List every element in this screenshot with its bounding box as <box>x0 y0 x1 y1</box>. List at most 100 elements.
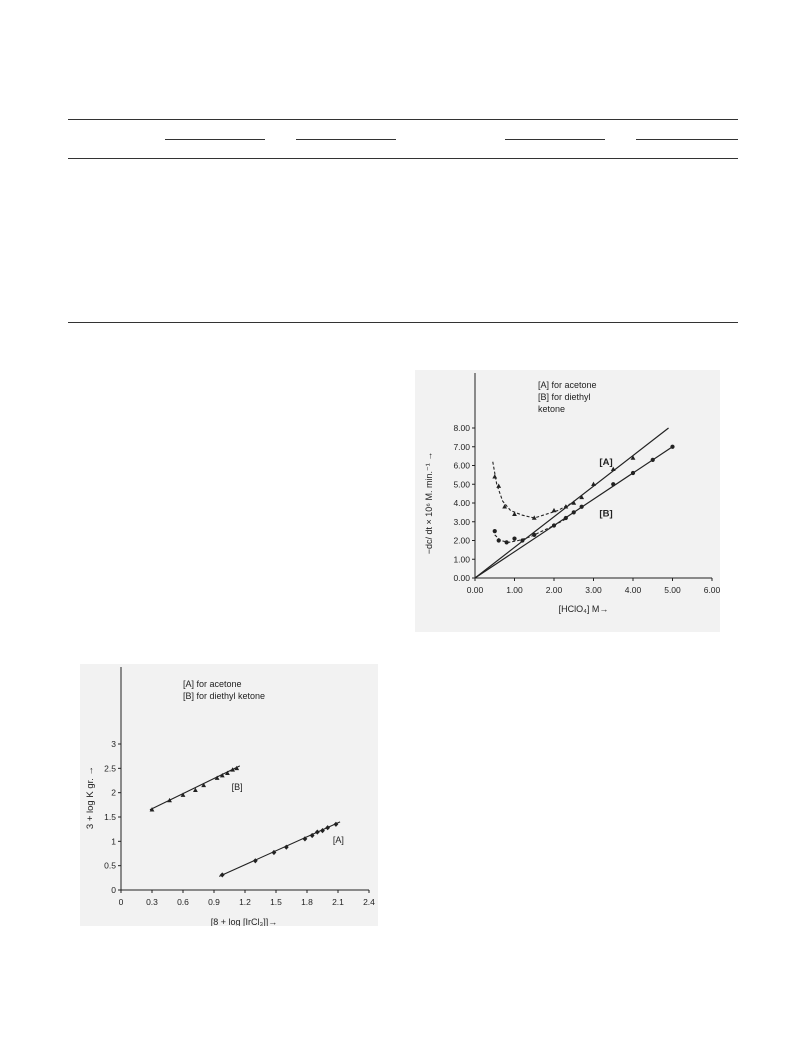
data-point <box>551 523 557 528</box>
data-point <box>193 787 198 793</box>
data-point <box>496 483 502 488</box>
y-tick-label: 1.5 <box>104 812 116 822</box>
data-point <box>670 444 675 449</box>
figure-2-chart: 0 0.3 0.6 0.9 1.2 1.5 1.8 2.1 2.4 0 0.5 1 1.5 2 2.5 3 [8… <box>85 667 375 926</box>
data-point <box>219 773 225 778</box>
x-axis-label: [HClO₄] M→ <box>559 604 609 614</box>
x-tick-label: 3.00 <box>585 585 602 595</box>
table-group-rule-3 <box>505 139 605 140</box>
x-tick-label: 4.00 <box>625 585 642 595</box>
data-point <box>520 538 525 543</box>
legend-entry: [A] for acetone <box>183 679 242 689</box>
data-point <box>571 510 576 515</box>
data-point <box>531 515 537 520</box>
figure-2: 0 0.3 0.6 0.9 1.2 1.5 1.8 2.1 2.4 0 0.5 1 1.5 2 2.5 3 [8… <box>80 664 378 926</box>
legend-entry: ketone <box>538 404 565 414</box>
data-point <box>214 775 220 780</box>
x-tick-label: 0.6 <box>177 897 189 907</box>
table-top-rule <box>68 119 738 120</box>
x-tick-label: 0 <box>119 897 124 907</box>
data-point <box>496 538 501 543</box>
data-point <box>314 829 320 835</box>
data-point <box>571 500 577 505</box>
y-tick-label: 2.5 <box>104 763 116 773</box>
data-point <box>492 529 497 534</box>
data-point <box>630 455 636 460</box>
series-line <box>149 765 241 811</box>
x-tick-label: 5.00 <box>664 585 681 595</box>
data-point <box>512 536 517 541</box>
y-tick-label: 4.00 <box>453 498 470 508</box>
data-point <box>325 825 331 831</box>
x-tick-label: 2.1 <box>332 897 344 907</box>
x-tick-label: 1.8 <box>301 897 313 907</box>
series-line <box>474 427 669 579</box>
x-axis-label: [8 + log [IrCl₃]]→ <box>211 917 277 926</box>
data-point <box>230 767 235 772</box>
data-point <box>650 457 655 462</box>
y-tick-label: 2 <box>111 788 116 798</box>
series-line <box>218 821 341 877</box>
x-tick-label: 2.4 <box>363 897 375 907</box>
table-bottom-rule <box>68 322 738 323</box>
y-tick-label: 3 <box>111 739 116 749</box>
figure-1: 0.00 1.00 2.00 3.00 4.00 5.00 6.00 0.00 1.00 2.00… <box>415 370 720 632</box>
x-tick-label: 0.3 <box>146 897 158 907</box>
x-tick-label: 0.9 <box>208 897 220 907</box>
data-point <box>225 770 230 775</box>
x-tick-label: 0.00 <box>467 585 484 595</box>
figure-1-chart: 0.00 1.00 2.00 3.00 4.00 5.00 6.00 0.00 1.00 2.00… <box>424 373 720 614</box>
data-point <box>563 515 568 521</box>
y-tick-label: 5.00 <box>453 479 470 489</box>
data-point <box>579 494 585 500</box>
data-point <box>180 792 186 797</box>
data-point <box>610 466 616 472</box>
data-point <box>563 504 569 509</box>
y-tick-label: 0 <box>111 885 116 895</box>
series-curve <box>494 518 567 543</box>
data-point <box>252 858 258 864</box>
data-point <box>333 821 339 827</box>
data-point <box>579 504 584 509</box>
data-point <box>492 474 498 479</box>
series-label-b: [B] <box>232 782 243 792</box>
data-point <box>504 540 509 545</box>
data-point <box>551 507 557 513</box>
legend-entry: [A] for acetone <box>538 380 597 390</box>
y-tick-label: 3.00 <box>453 517 470 527</box>
data-point <box>271 849 277 856</box>
data-point <box>591 481 596 487</box>
table-group-rule-4 <box>636 139 738 140</box>
series-label-a: [A] <box>599 457 612 468</box>
data-point <box>512 511 517 517</box>
y-tick-label: 7.00 <box>453 442 470 452</box>
x-tick-label: 6.00 <box>704 585 720 595</box>
y-tick-label: 0.5 <box>104 861 116 871</box>
y-tick-label: 1.00 <box>453 554 470 564</box>
data-point <box>149 807 155 812</box>
table-header-rule <box>68 158 738 159</box>
series-label-a: [A] <box>333 835 344 845</box>
x-tick-label: 1.00 <box>506 585 523 595</box>
data-point <box>630 470 636 476</box>
y-axis-label: 3 + log K gr. → <box>85 766 96 829</box>
series-label-b: [B] <box>599 508 612 519</box>
table-group-rule-2 <box>296 139 396 140</box>
data-point <box>219 872 225 878</box>
data-point <box>532 532 537 537</box>
table-group-rule-1 <box>165 139 265 140</box>
data-point <box>611 482 616 487</box>
data-point <box>201 782 207 788</box>
y-tick-label: 6.00 <box>453 461 470 471</box>
x-tick-label: 2.00 <box>546 585 563 595</box>
x-tick-label: 1.5 <box>270 897 282 907</box>
y-tick-label: 2.00 <box>453 536 470 546</box>
data-point <box>309 832 315 839</box>
data-point <box>283 844 289 850</box>
series-curve <box>492 461 571 519</box>
legend-entry: [B] for diethyl ketone <box>183 691 265 701</box>
data-point <box>502 504 508 509</box>
data-point <box>167 797 172 803</box>
data-point <box>234 765 240 771</box>
y-tick-label: 0.00 <box>453 573 470 583</box>
